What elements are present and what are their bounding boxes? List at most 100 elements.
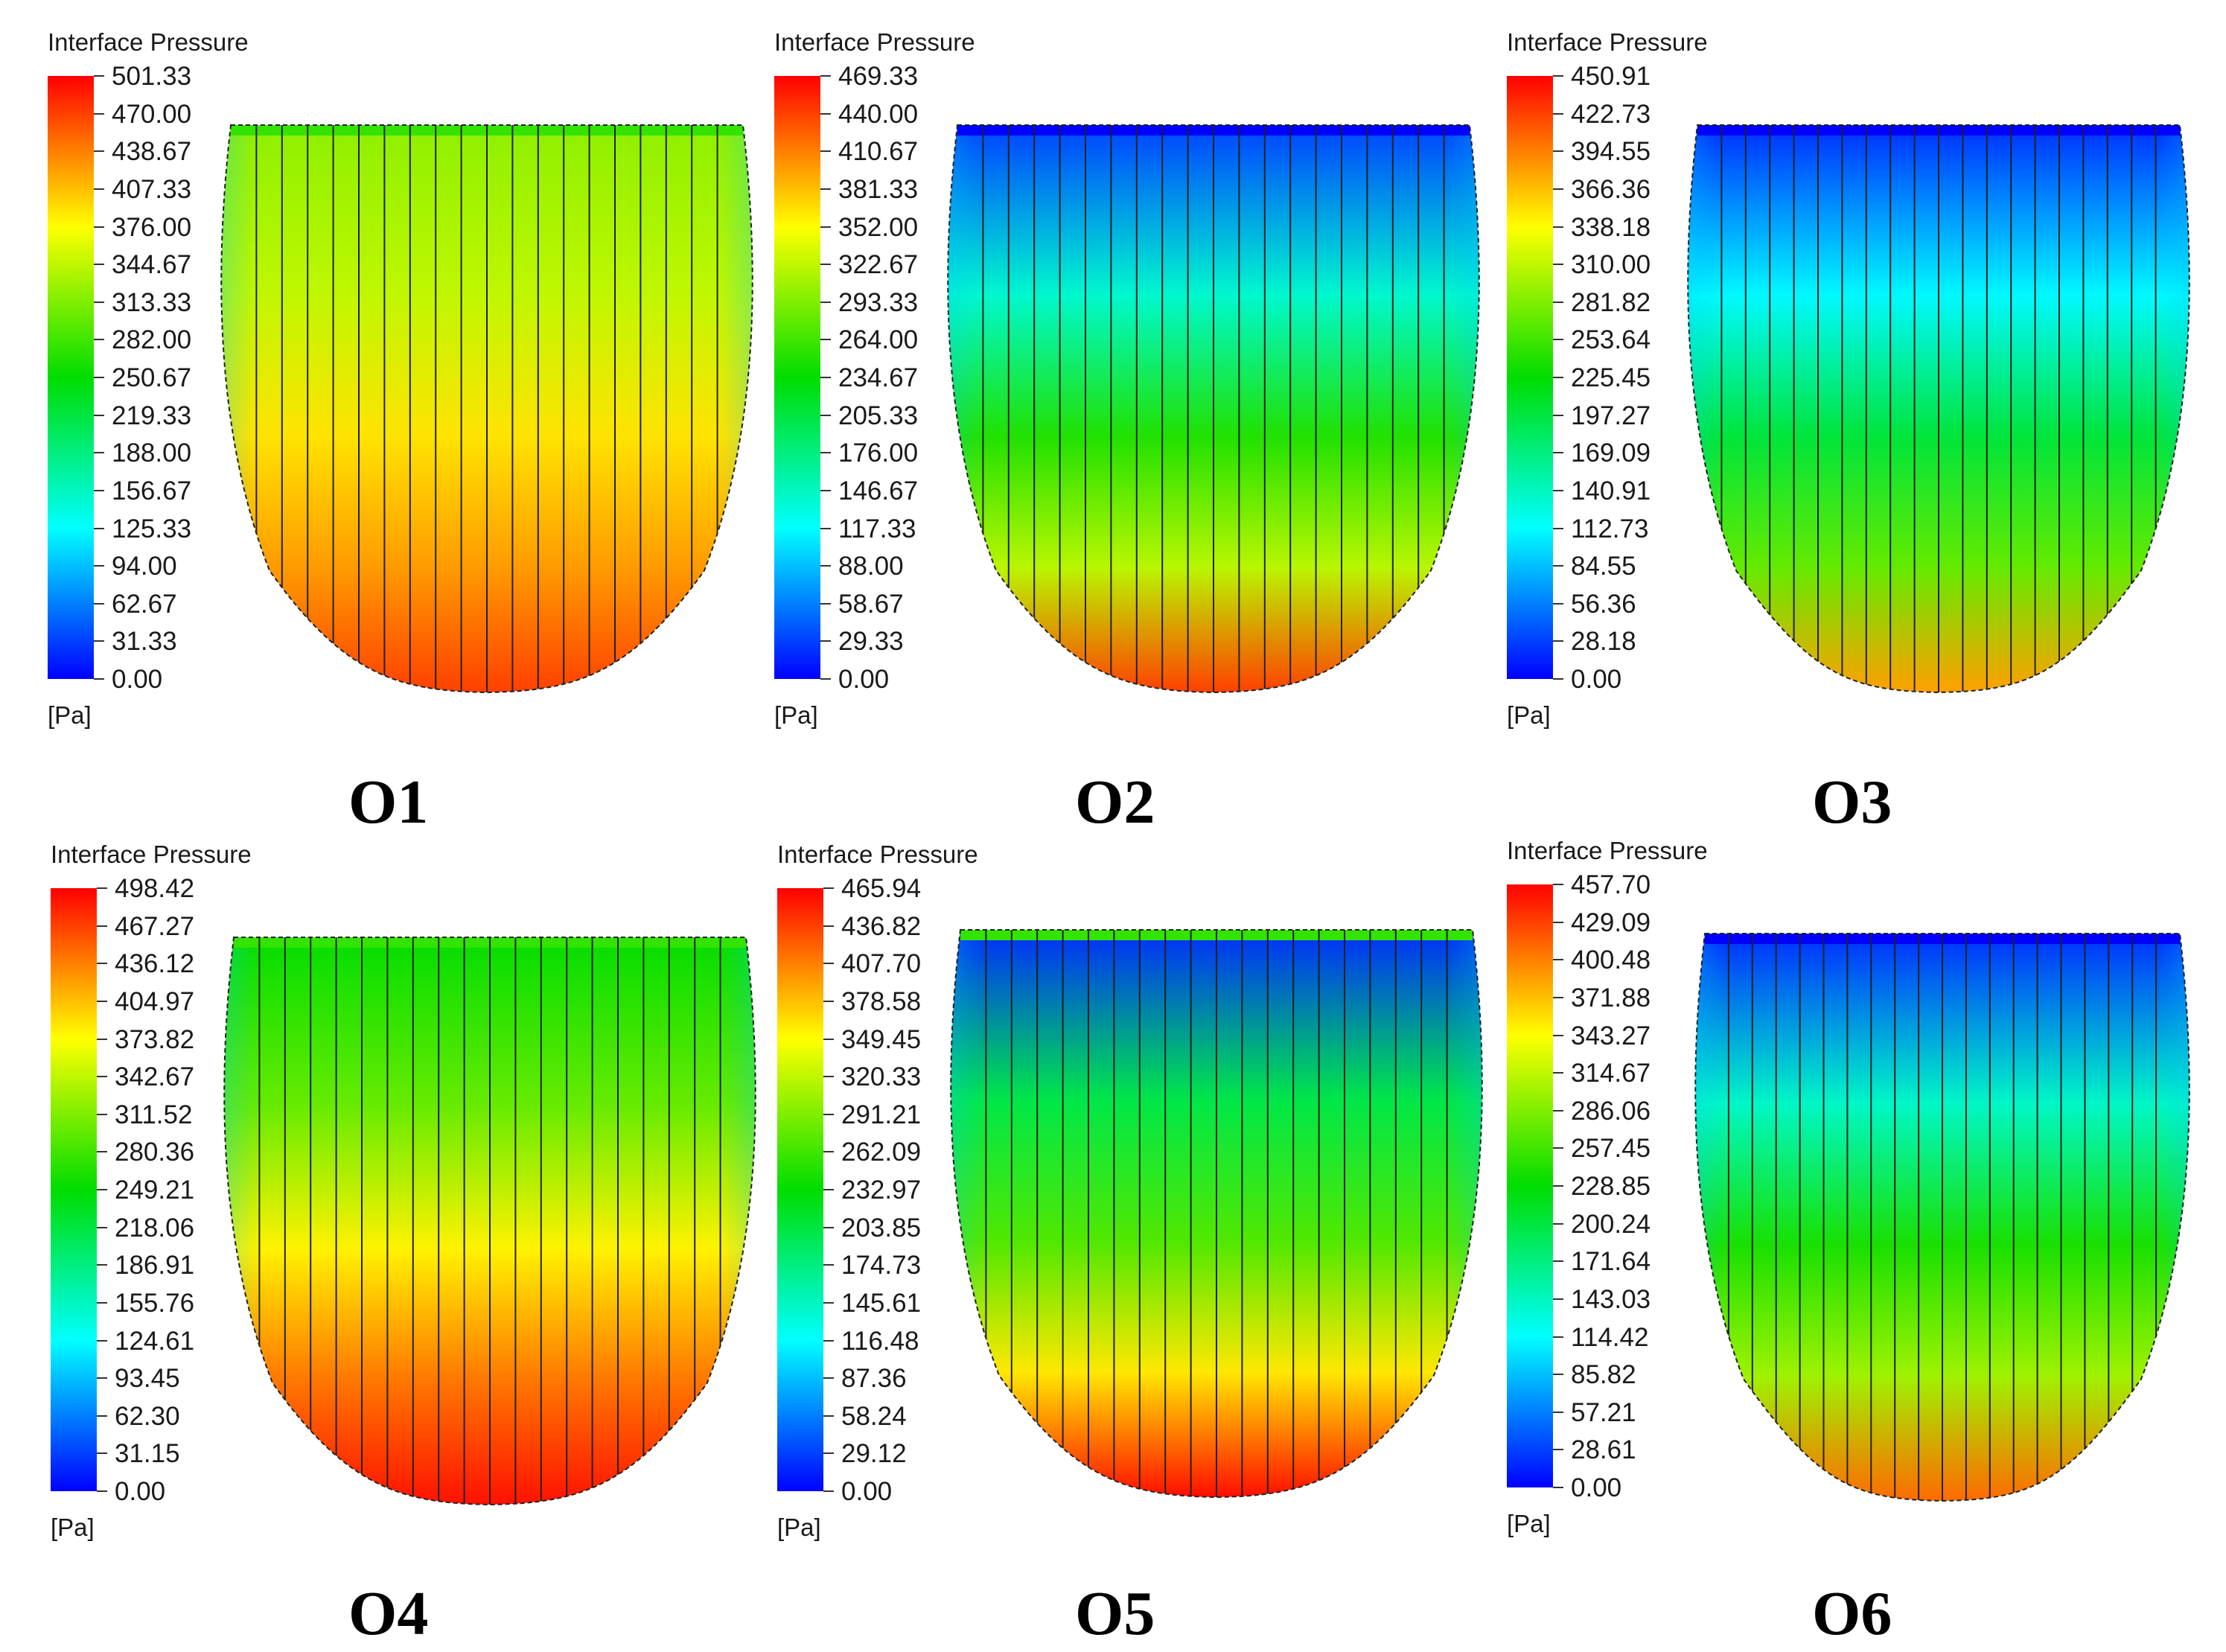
tick-mark [820, 301, 831, 303]
unit-label: [Pa] [51, 1514, 95, 1541]
caption-O3: O3 [1812, 768, 1892, 837]
tick-label: 234.67 [838, 363, 919, 392]
unit-label: [Pa] [774, 701, 818, 729]
tick-label: 253.64 [1571, 325, 1651, 355]
legend-title: Interface Pressure [51, 841, 252, 868]
legend-title: Interface Pressure [48, 28, 249, 56]
caption-O2: O2 [1075, 768, 1155, 837]
tick-mark [94, 301, 104, 303]
unit-label: [Pa] [777, 1514, 821, 1541]
tick-label: 465.94 [841, 874, 922, 903]
tick-label: 62.67 [112, 589, 177, 619]
tick-label: 124.61 [115, 1326, 195, 1356]
tick-mark [94, 264, 104, 266]
tick-mark [1553, 640, 1563, 642]
outline [223, 937, 756, 1506]
unit-label: [Pa] [1507, 1510, 1551, 1537]
tick-mark [820, 489, 831, 491]
tick-label: 219.33 [112, 401, 192, 430]
tick-mark [97, 1264, 107, 1266]
tick-mark [1553, 602, 1563, 605]
tick-mark [820, 678, 831, 680]
tick-label: 467.27 [115, 911, 195, 941]
tick-mark [97, 1339, 107, 1342]
tick-mark [820, 226, 831, 228]
tick-label: 156.67 [112, 476, 192, 506]
tick-mark [1553, 884, 1563, 885]
tick-mark [823, 1264, 834, 1266]
tick-mark [823, 1038, 834, 1040]
panel-O3: Interface Pressure [Pa] 450.91 422.73 394.… [1507, 28, 2199, 803]
tick-mark [94, 678, 104, 680]
outline [1694, 933, 2190, 1502]
tick-label: 143.03 [1571, 1284, 1651, 1314]
tick-mark [97, 1226, 107, 1228]
strip-lines [1727, 934, 2158, 1501]
legend-title: Interface Pressure [774, 28, 975, 56]
tick-label: 186.91 [115, 1251, 195, 1281]
colorbar [1507, 884, 1553, 1487]
tick-mark [820, 414, 831, 416]
tick-label: 322.67 [838, 250, 919, 280]
tick-label: 232.97 [841, 1176, 922, 1205]
tick-label: 310.00 [1571, 250, 1651, 280]
tick-mark [1553, 1185, 1563, 1187]
tick-label: 93.45 [115, 1364, 180, 1394]
tick-label: 112.73 [1571, 514, 1649, 543]
tick-label: 228.85 [1571, 1172, 1651, 1201]
colorbar [48, 76, 94, 679]
tick-label: 407.70 [841, 949, 922, 979]
tick-label: 114.42 [1571, 1322, 1649, 1352]
tick-mark [820, 377, 831, 378]
tick-label: 376.00 [112, 212, 192, 242]
tick-mark [97, 887, 107, 889]
tick-mark [1553, 996, 1563, 998]
tick-mark [94, 565, 104, 567]
tick-mark [1553, 452, 1563, 454]
tick-label: 320.33 [841, 1062, 922, 1092]
tick-mark [823, 1000, 834, 1002]
tick-mark [823, 1301, 834, 1304]
tick-mark [94, 377, 104, 378]
tick-mark [820, 602, 831, 605]
tick-mark [97, 1076, 107, 1078]
tick-label: 116.48 [841, 1326, 919, 1356]
tick-label: 286.06 [1571, 1096, 1651, 1126]
tick-label: 422.73 [1571, 99, 1651, 129]
tick-label: 373.82 [115, 1024, 195, 1054]
tick-mark [820, 452, 831, 454]
tick-label: 281.82 [1571, 287, 1651, 317]
tick-label: 366.36 [1571, 174, 1651, 204]
tick-mark [94, 640, 104, 642]
caption-O6: O6 [1812, 1579, 1892, 1648]
tick-mark [823, 1452, 834, 1455]
tick-label: 169.09 [1571, 438, 1651, 468]
tick-label: 313.33 [112, 287, 192, 317]
tick-mark [94, 188, 104, 190]
tick-mark [94, 602, 104, 605]
tick-label: 31.33 [112, 627, 177, 657]
tick-mark [1553, 1260, 1563, 1263]
panel-O2: Interface Pressure [Pa] 469.33 440.00 410.… [774, 28, 1480, 803]
tick-label: 0.00 [1571, 1473, 1622, 1502]
tick-label: 155.76 [115, 1288, 195, 1318]
tick-mark [823, 1113, 834, 1115]
tick-label: 146.67 [838, 476, 919, 506]
tick-mark [1553, 112, 1563, 115]
tick-mark [1553, 1034, 1563, 1036]
tick-mark [1553, 1298, 1563, 1300]
outline [947, 124, 1480, 694]
tick-label: 501.33 [112, 62, 192, 91]
pressure-map [950, 929, 1483, 1499]
tick-mark [1553, 1072, 1563, 1074]
tick-mark [94, 75, 104, 77]
tick-mark [823, 1226, 834, 1228]
tick-label: 225.45 [1571, 363, 1651, 392]
tick-mark [820, 188, 831, 190]
tick-label: 29.12 [841, 1439, 907, 1469]
tick-mark [97, 1452, 107, 1455]
tick-mark [823, 887, 834, 889]
tick-label: 62.30 [115, 1401, 180, 1431]
tick-mark [1553, 1222, 1563, 1225]
tick-label: 457.70 [1571, 870, 1651, 899]
